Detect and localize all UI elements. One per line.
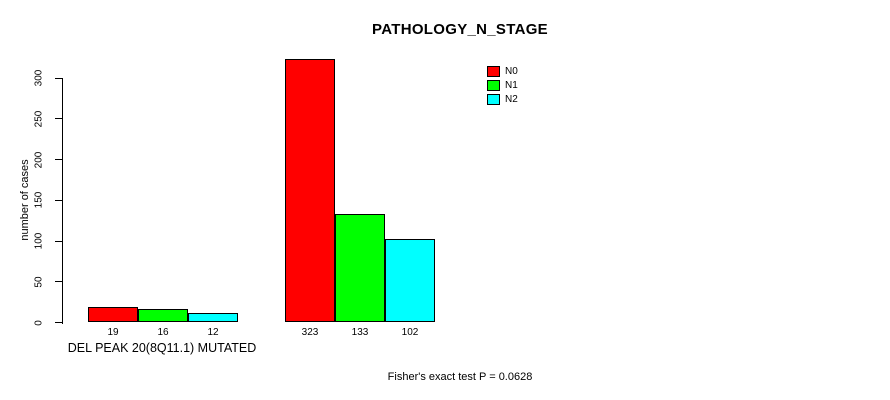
bar-value-label: 12 <box>207 326 219 338</box>
legend-item-n0: N0 <box>487 64 518 78</box>
bar-value-label: 16 <box>157 326 169 338</box>
y-axis-tick <box>55 322 62 323</box>
y-axis-tick-label: 100 <box>33 232 45 250</box>
legend-item-n1: N1 <box>487 78 518 92</box>
y-axis-tick <box>55 281 62 283</box>
legend-label: N0 <box>505 65 518 77</box>
y-axis-tick-label: 200 <box>33 151 45 168</box>
y-axis-tick <box>55 118 62 120</box>
y-axis-tick <box>55 77 62 79</box>
bar-value-label: 323 <box>301 326 319 338</box>
y-axis-label: number of cases <box>19 159 31 241</box>
legend-label: N1 <box>505 79 518 91</box>
y-axis-tick-label: 0 <box>33 319 45 326</box>
category-label: DEL PEAK 20(8Q11.1) MUTATED <box>67 341 257 355</box>
fisher-test-annotation: Fisher's exact test P = 0.0628 <box>387 371 533 383</box>
legend: N0 N1 N2 <box>487 64 518 106</box>
bar-n0-group1 <box>88 307 138 323</box>
y-axis-tick <box>55 240 62 242</box>
y-axis-tick-label: 50 <box>33 276 45 288</box>
bar-value-label: 133 <box>351 326 369 338</box>
bar-value-label: 19 <box>107 326 119 338</box>
legend-item-n2: N2 <box>487 92 518 106</box>
y-axis-tick-label: 150 <box>33 191 45 209</box>
bar-n2-group2 <box>385 239 435 323</box>
y-axis-tick-label: 250 <box>33 110 45 128</box>
legend-swatch-n1 <box>487 79 500 91</box>
legend-label: N2 <box>505 93 518 105</box>
legend-swatch-n2 <box>487 93 500 105</box>
y-axis-tick-label: 300 <box>33 69 45 87</box>
bar-n1-group1 <box>138 309 188 323</box>
chart-title: PATHOLOGY_N_STAGE <box>372 21 548 38</box>
y-axis-tick <box>55 199 62 201</box>
bar-value-label: 102 <box>401 326 419 338</box>
legend-swatch-n0 <box>487 65 500 77</box>
y-axis-tick <box>55 159 62 160</box>
y-axis-line <box>62 78 63 324</box>
bar-n1-group2 <box>335 214 385 323</box>
bar-n0-group2 <box>285 59 335 323</box>
bar-n2-group1 <box>188 312 238 323</box>
